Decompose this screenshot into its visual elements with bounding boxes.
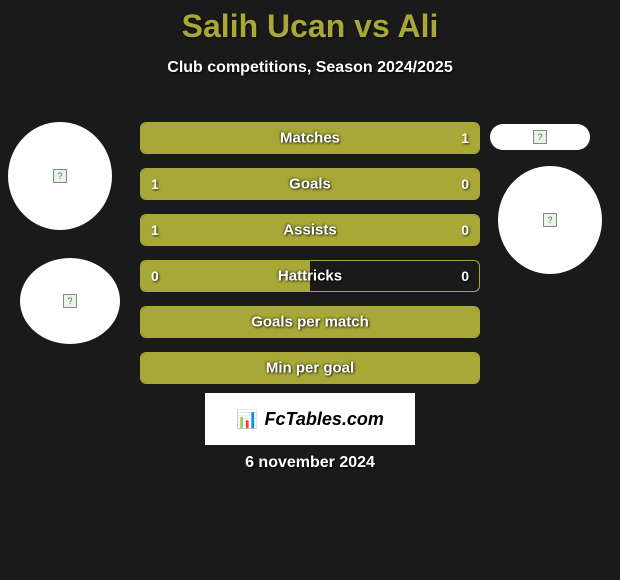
fctables-badge[interactable]: 📊 FcTables.com xyxy=(205,393,415,445)
player-avatar: ? xyxy=(8,122,112,230)
player-avatar: ? xyxy=(20,258,120,344)
player-avatar: ? xyxy=(490,124,590,150)
stat-value-right: 1 xyxy=(461,130,469,146)
stat-bar-left xyxy=(141,215,401,245)
stat-label: Assists xyxy=(283,222,336,239)
player-avatar: ? xyxy=(498,166,602,274)
stat-value-left: 1 xyxy=(151,222,159,238)
fctables-icon: 📊 xyxy=(236,409,258,430)
stat-value-right: 0 xyxy=(461,268,469,284)
image-placeholder-icon: ? xyxy=(543,213,557,227)
stat-value-left: 1 xyxy=(151,176,159,192)
stat-row: 0 Hattricks 0 xyxy=(140,260,480,292)
stat-label: Goals per match xyxy=(251,314,369,331)
stat-label: Min per goal xyxy=(266,360,354,377)
stat-value-right: 0 xyxy=(461,222,469,238)
stat-row: Min per goal xyxy=(140,352,480,384)
stat-row: Matches 1 xyxy=(140,122,480,154)
stat-bar-left xyxy=(141,169,401,199)
stat-value-right: 0 xyxy=(461,176,469,192)
stat-label: Matches xyxy=(280,130,340,147)
stat-row: Goals per match xyxy=(140,306,480,338)
image-placeholder-icon: ? xyxy=(533,130,547,144)
stat-row: 1 Assists 0 xyxy=(140,214,480,246)
page-subtitle: Club competitions, Season 2024/2025 xyxy=(0,59,620,77)
stat-value-left: 0 xyxy=(151,268,159,284)
footer-date: 6 november 2024 xyxy=(245,454,375,472)
fctables-label: FcTables.com xyxy=(265,409,384,430)
image-placeholder-icon: ? xyxy=(53,169,67,183)
stat-row: 1 Goals 0 xyxy=(140,168,480,200)
page-title: Salih Ucan vs Ali xyxy=(0,0,620,45)
stat-label: Hattricks xyxy=(278,268,342,285)
image-placeholder-icon: ? xyxy=(63,294,77,308)
stats-container: Matches 1 1 Goals 0 1 Assists 0 0 Hattricks 0 Goals… xyxy=(140,122,480,398)
stat-label: Goals xyxy=(289,176,331,193)
